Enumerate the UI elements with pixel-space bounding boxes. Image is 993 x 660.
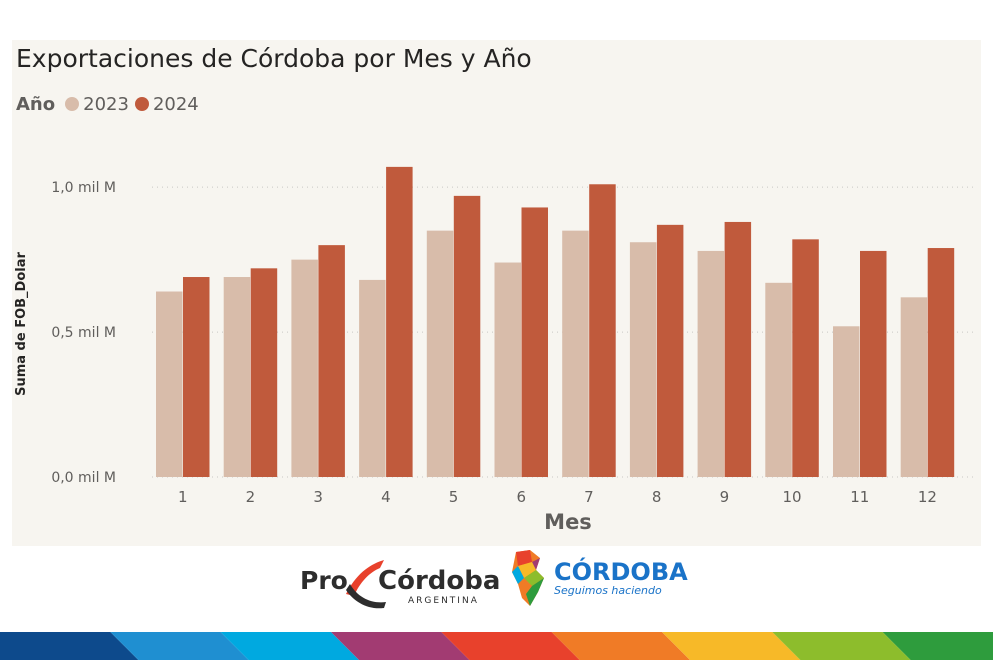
bar-2024-mes-4	[386, 166, 413, 477]
x-tick-label-10: 10	[783, 488, 802, 506]
bar-2024-mes-12	[927, 248, 955, 477]
band-segment-8	[882, 632, 993, 660]
cordoba-province-map-icon	[512, 550, 544, 606]
bar-2023-mes-2	[223, 277, 251, 477]
x-tick-label-12: 12	[918, 488, 937, 506]
bar-2023-mes-5	[426, 230, 454, 477]
band-segment-6	[662, 632, 801, 660]
x-tick-label-11: 11	[850, 488, 869, 506]
procordoba-logo-pro: Pro	[300, 566, 348, 595]
government-logo-tagline: Seguimos haciendo	[554, 584, 662, 597]
legend-title: Año	[16, 93, 56, 115]
bar-2024-mes-5	[453, 195, 481, 477]
bar-2024-mes-6	[521, 207, 548, 477]
procordoba-logo-cordoba: Córdoba	[378, 566, 501, 596]
bar-2024-mes-7	[589, 184, 616, 477]
legend-marker-2024	[134, 97, 149, 111]
procordoba-logo: Pro Córdoba ARGENTINA	[300, 550, 500, 614]
legend-marker-2023	[65, 97, 80, 111]
government-logo-title: CÓRDOBA	[554, 558, 688, 586]
legend: Año 2023 2024	[16, 92, 205, 116]
bar-2023-mes-4	[359, 279, 386, 477]
bar-2023-mes-7	[562, 230, 589, 477]
chart-panel: Exportaciones de Córdoba por Mes y Año A…	[12, 40, 981, 546]
procordoba-swoosh-icon	[346, 560, 386, 609]
y-axis-title: Suma de FOB_Dolar	[14, 252, 29, 396]
x-axis-title: Mes	[544, 510, 592, 534]
x-tick-label-6: 6	[516, 488, 526, 506]
bar-2023-mes-8	[629, 242, 657, 477]
band-segment-2	[220, 632, 359, 660]
x-tick-label-1: 1	[178, 488, 188, 506]
bar-2024-mes-10	[792, 239, 819, 477]
bar-2024-mes-8	[656, 224, 684, 477]
bar-2023-mes-11	[833, 326, 860, 477]
bar-2024-mes-3	[318, 245, 345, 477]
legend-item-2023[interactable]: 2023	[65, 94, 129, 115]
bar-2024-mes-2	[250, 268, 278, 477]
chart-title: Exportaciones de Córdoba por Mes y Año	[16, 44, 532, 73]
x-tick-label-4: 4	[381, 488, 391, 506]
logo-area: Pro Córdoba ARGENTINA CÓRDOBA Seguimos h…	[0, 548, 993, 632]
band-segment-0	[0, 632, 139, 660]
x-tick-label-2: 2	[246, 488, 256, 506]
bar-chart-plot: 0,0 mil M 0,5 mil M 1,0 mil M Suma de FOB_D…	[14, 166, 977, 534]
y-tick-label-1: 0,5 mil M	[51, 325, 116, 341]
bar-2023-mes-6	[494, 262, 521, 477]
procordoba-logo-country: ARGENTINA	[408, 596, 479, 606]
bar-2024-mes-1	[183, 277, 210, 477]
x-tick-label-5: 5	[449, 488, 459, 506]
x-tick-label-3: 3	[313, 488, 323, 506]
band-segment-3	[331, 632, 470, 660]
brand-color-band	[0, 632, 993, 660]
bar-2023-mes-3	[291, 259, 318, 477]
bar-2023-mes-10	[765, 282, 792, 477]
y-tick-label-2: 1,0 mil M	[51, 180, 116, 196]
x-tick-label-7: 7	[584, 488, 594, 506]
x-tick-label-8: 8	[652, 488, 662, 506]
legend-label-2023: 2023	[83, 93, 129, 115]
bar-2024-mes-9	[724, 221, 752, 477]
band-segment-5	[551, 632, 690, 660]
x-tick-label-9: 9	[720, 488, 730, 506]
legend-item-2024[interactable]: 2024	[134, 93, 199, 115]
band-segment-1	[110, 632, 249, 660]
cordoba-government-logo: CÓRDOBA Seguimos haciendo	[510, 548, 690, 612]
band-segment-7	[772, 632, 911, 660]
bar-2023-mes-9	[697, 250, 725, 477]
band-segment-4	[441, 632, 580, 660]
bar-2024-mes-11	[860, 250, 887, 477]
bar-2023-mes-12	[900, 297, 928, 477]
bar-2023-mes-1	[156, 291, 183, 477]
y-tick-label-0: 0,0 mil M	[51, 470, 116, 486]
legend-label-2024: 2024	[152, 93, 199, 115]
